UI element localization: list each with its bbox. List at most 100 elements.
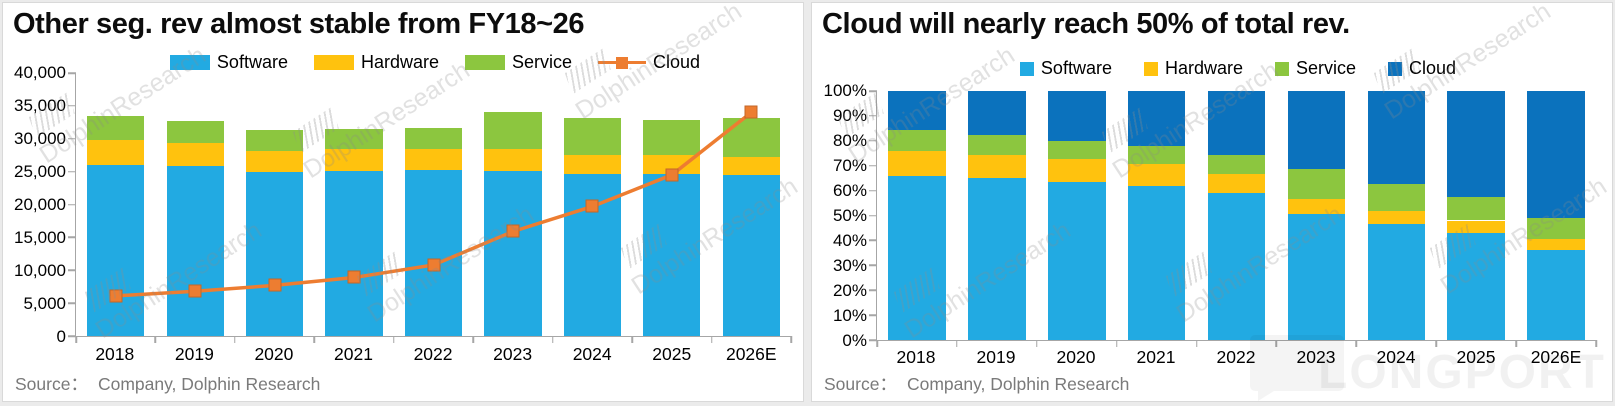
chart-area: 40,000 35,000 30,000 25,000 20,000 15,000 10,0… bbox=[13, 63, 792, 346]
y-axis-tick bbox=[869, 264, 877, 267]
bar-segment-service bbox=[722, 118, 780, 157]
bar-segment-cloud bbox=[888, 91, 946, 130]
legend-item-software: Software bbox=[169, 52, 288, 73]
y-axis-tick bbox=[869, 164, 877, 167]
y-axis-tick bbox=[68, 302, 76, 304]
x-axis-labels: 2018 2019 2020 2021 2022 2023 2024 2025 2026E bbox=[75, 344, 791, 365]
bar-segment-software bbox=[1367, 224, 1426, 340]
x-axis-label-2022: 2022 bbox=[1216, 347, 1256, 367]
y-axis-tick bbox=[869, 289, 877, 291]
legend-swatch-service-icon bbox=[465, 55, 505, 70]
cloud-line-point bbox=[427, 258, 440, 272]
chart-title: Cloud will nearly reach 50% of total rev… bbox=[822, 8, 1350, 40]
bar-segment-software bbox=[1527, 250, 1585, 340]
x-axis-tick bbox=[1595, 340, 1597, 347]
y-axis-tick bbox=[869, 115, 877, 117]
y-axis-label: 80% bbox=[832, 131, 867, 150]
bar-segment-service bbox=[1127, 145, 1186, 165]
x-axis-label-2025: 2025 bbox=[1456, 347, 1496, 367]
y-axis-tick bbox=[68, 236, 76, 239]
x-axis-tick bbox=[1275, 340, 1278, 347]
bar-2022 bbox=[1197, 91, 1277, 340]
chart-card-cloud-share: DolphinResearch DolphinResearch DolphinRes… bbox=[811, 2, 1613, 402]
x-axis-tick bbox=[876, 340, 878, 347]
bar-segment-hardware bbox=[325, 148, 383, 171]
bar-segment-software bbox=[968, 178, 1026, 340]
bar-segment-hardware bbox=[1287, 199, 1346, 215]
legend-swatch-hardware-icon bbox=[1143, 61, 1158, 76]
x-axis-tick bbox=[234, 336, 236, 343]
legend-item-hardware: Hardware bbox=[313, 52, 439, 73]
y-axis-label: 10,000 bbox=[14, 261, 66, 280]
bar-2023 bbox=[1276, 91, 1356, 340]
x-axis-label-2026e: 2026E bbox=[725, 344, 777, 364]
x-axis-label-2024: 2024 bbox=[572, 344, 612, 364]
bar-segment-service bbox=[1527, 218, 1585, 240]
x-axis-labels: 2018 2019 2020 2021 2022 2023 2024 2025 2026E bbox=[876, 347, 1596, 368]
bar-segment-service bbox=[563, 117, 621, 156]
x-axis-label-2023: 2023 bbox=[1296, 347, 1336, 367]
bar-segment-cloud bbox=[1527, 91, 1585, 218]
legend: Software Hardware Service Cloud bbox=[75, 52, 795, 73]
bar-2025 bbox=[1436, 91, 1516, 340]
bar-segment-service bbox=[484, 111, 542, 149]
legend-label-software: Software bbox=[1040, 58, 1112, 78]
bar-2020 bbox=[1037, 91, 1117, 340]
source-label: Source： bbox=[824, 374, 897, 394]
bar-segment-service bbox=[87, 116, 145, 141]
longport-logo-watermark bbox=[1250, 335, 1344, 401]
x-axis-label-2018: 2018 bbox=[896, 347, 936, 367]
cloud-line-point bbox=[585, 199, 599, 213]
bar-segment-service bbox=[1447, 196, 1505, 221]
y-axis: 40,000 35,000 30,000 25,000 20,000 15,000 10,0… bbox=[13, 63, 75, 346]
source-text: Source： Company, Dolphin Research bbox=[824, 371, 1129, 396]
y-axis: 100% 90% 80% 70% 60% 50% 40% 30% 20% 10% 0% bbox=[822, 81, 876, 350]
y-axis-tick bbox=[869, 90, 877, 92]
source-value: Company, Dolphin Research bbox=[97, 374, 321, 394]
y-axis-label: 35,000 bbox=[14, 96, 66, 115]
bar-segment-service bbox=[1367, 184, 1426, 211]
legend-item-service: Service bbox=[465, 52, 572, 73]
bar-2022 bbox=[394, 73, 473, 336]
x-axis-tick bbox=[1036, 340, 1038, 347]
legend-item-software: Software bbox=[1019, 58, 1112, 79]
y-axis-label: 0% bbox=[842, 331, 867, 350]
bar-2026e bbox=[712, 73, 791, 336]
legend-label-cloud: Cloud bbox=[1409, 58, 1457, 78]
y-axis-tick bbox=[869, 239, 877, 242]
y-axis-tick bbox=[68, 72, 76, 74]
bar-segment-software bbox=[1047, 181, 1106, 340]
y-axis-label: 90% bbox=[832, 106, 867, 125]
x-axis-tick bbox=[1195, 340, 1198, 347]
bar-segment-software bbox=[1447, 232, 1505, 340]
x-axis-tick bbox=[710, 336, 713, 343]
chart-card-other-segments: DolphinResearch DolphinResearch DolphinRes… bbox=[2, 2, 804, 402]
cloud-line-point bbox=[268, 278, 282, 292]
bar-segment-software bbox=[643, 173, 701, 336]
bar-segment-cloud bbox=[1447, 91, 1505, 197]
bar-segment-hardware bbox=[1527, 239, 1585, 251]
bar-segment-software bbox=[888, 175, 946, 340]
x-axis-label-2018: 2018 bbox=[95, 344, 135, 364]
legend-label-hardware: Hardware bbox=[1164, 58, 1243, 78]
legend-swatch-software-icon bbox=[169, 55, 210, 70]
x-axis-label-2023: 2023 bbox=[493, 344, 533, 364]
bar-segment-software bbox=[166, 166, 224, 336]
source-text: Source： Company, Dolphin Research bbox=[15, 371, 320, 396]
x-axis-label-2025: 2025 bbox=[652, 344, 692, 364]
y-axis-tick bbox=[869, 140, 877, 142]
y-axis-label: 40% bbox=[832, 231, 867, 250]
x-axis-label-2020: 2020 bbox=[1056, 347, 1096, 367]
legend-label-cloud: Cloud bbox=[653, 52, 701, 72]
legend-label-software: Software bbox=[216, 52, 288, 72]
source-label: Source： bbox=[15, 374, 88, 394]
x-axis-label-2019: 2019 bbox=[976, 347, 1016, 367]
y-axis-label: 20% bbox=[832, 281, 867, 300]
bar-segment-service bbox=[1287, 169, 1346, 200]
y-axis-label: 70% bbox=[832, 156, 867, 175]
bar-2023 bbox=[473, 73, 552, 336]
x-axis-label-2024: 2024 bbox=[1376, 347, 1416, 367]
y-axis-tick bbox=[869, 214, 877, 217]
x-axis-tick bbox=[154, 336, 157, 343]
cloud-line-point bbox=[188, 284, 202, 298]
